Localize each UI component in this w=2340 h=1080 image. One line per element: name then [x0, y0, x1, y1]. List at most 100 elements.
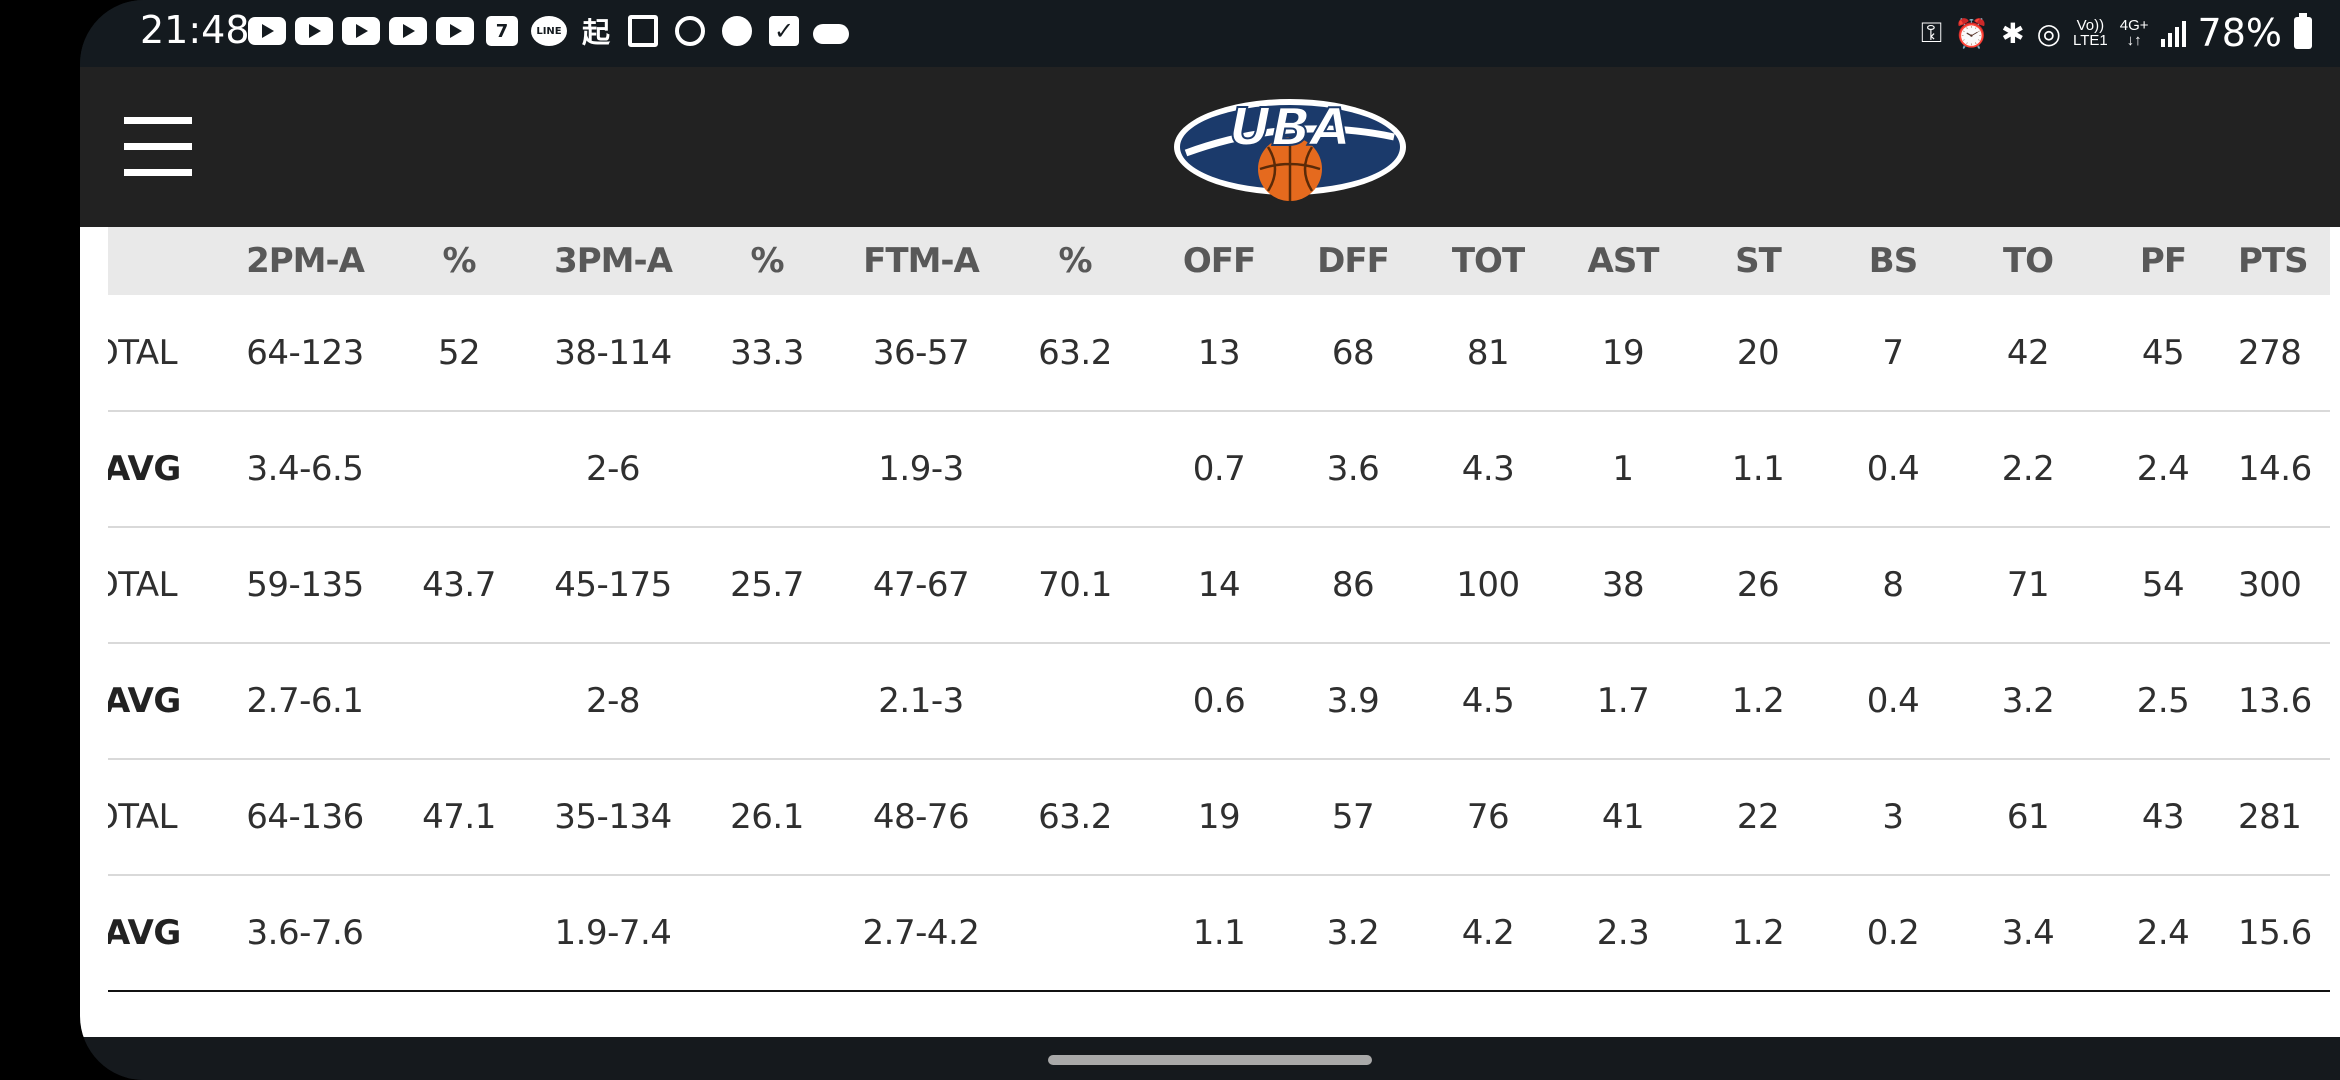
table-cell: 59-135	[246, 565, 364, 605]
table-cell	[382, 643, 536, 759]
table-cell: 63.2	[1038, 332, 1112, 373]
table-cell	[690, 875, 844, 991]
hamburger-menu-icon[interactable]	[124, 117, 192, 177]
table-cell: 2.7-4.2	[862, 913, 980, 953]
col-header-st[interactable]: ST	[1735, 241, 1782, 281]
hotspot-icon: ◎	[2036, 16, 2061, 50]
col-header-dff[interactable]: DFF	[1317, 241, 1390, 281]
table-cell: 1.2	[1731, 913, 1785, 953]
table-cell: 68	[1331, 332, 1375, 373]
youtube-icon	[389, 14, 427, 48]
table-cell: 0.4	[1866, 681, 1920, 721]
line-icon: LINE	[530, 14, 568, 48]
table-cell: 20	[1736, 332, 1780, 373]
table-cell: 2-8	[585, 681, 641, 721]
col-header-off[interactable]: OFF	[1182, 241, 1256, 281]
table-cell: 43	[2141, 797, 2185, 837]
col-header-2pm-pct[interactable]: %	[442, 241, 476, 281]
table-cell: 1.9-3	[878, 449, 964, 489]
table-cell: 54	[2141, 565, 2185, 605]
table-cell: 0.6	[1192, 681, 1246, 721]
col-header-tot[interactable]: TOT	[1451, 241, 1525, 281]
table-cell: 38-114	[554, 332, 672, 373]
table-cell: 15.6	[2238, 913, 2312, 953]
table-cell: 81	[1466, 332, 1510, 373]
table-cell: 86	[1331, 565, 1375, 605]
table-cell: 2.4	[2136, 449, 2190, 489]
home-gesture-handle[interactable]	[1048, 1055, 1372, 1065]
table-cell: 35-134	[554, 797, 672, 837]
table-cell: 4.3	[1461, 449, 1515, 489]
table-cell: 1.7	[1596, 681, 1650, 721]
key-icon: ⚿	[1920, 16, 1943, 49]
table-cell: 3.9	[1326, 681, 1380, 721]
col-header-label	[108, 227, 228, 295]
kanji-app-icon: 起	[581, 16, 610, 49]
table-cell	[998, 643, 1152, 759]
table-cell: 57	[1331, 797, 1375, 837]
table-cell: 2.7-6.1	[246, 681, 364, 721]
stats-table: 2PM-A % 3PM-A % FTM-A % OFF DFF TOT AST …	[108, 227, 2330, 992]
table-cell: 3.4-6.5	[246, 449, 364, 489]
table-cell: 43.7	[422, 565, 496, 605]
table-cell: 45	[2141, 332, 2185, 373]
table-cell: 1.9-7.4	[554, 913, 672, 953]
table-cell: 1.1	[1731, 449, 1785, 489]
table-cell: 36-57	[872, 332, 970, 373]
table-cell: 63.2	[1038, 797, 1112, 837]
status-bar: 21:48 7 LINE 起 ✓ ⚿ ⏰ ✱ ◎ Vo)) LTE1 4G+	[80, 0, 2340, 67]
system-icons: ⚿ ⏰ ✱ ◎ Vo)) LTE1 4G+ ↓↑ 78%	[1921, 10, 2340, 56]
cloud-icon	[812, 14, 850, 48]
battery-icon	[2294, 13, 2312, 49]
logo-text: UBA	[1229, 98, 1351, 158]
table-cell: 0.4	[1866, 449, 1920, 489]
table-cell	[998, 411, 1152, 527]
uba-logo[interactable]: UBA	[1172, 87, 1408, 203]
table-cell: 13	[1197, 332, 1241, 373]
col-header-pts[interactable]: PTS	[2238, 241, 2309, 281]
col-header-pf[interactable]: PF	[2139, 241, 2187, 281]
col-header-ftm[interactable]: FTM-A	[863, 241, 980, 281]
stats-header-row: 2PM-A % 3PM-A % FTM-A % OFF DFF TOT AST …	[108, 227, 2330, 295]
col-header-2pm[interactable]: 2PM-A	[246, 241, 365, 281]
table-cell: 100	[1456, 565, 1520, 605]
row-label: AVG	[108, 643, 228, 759]
table-row: AVG 3.4-6.5 2-6 1.9-3 0.7 3.6 4.3 1 1.1 0.4 2.2 2.4…	[108, 411, 2330, 527]
table-cell	[690, 411, 844, 527]
table-row: OTAL 64-123 52 38-114 33.3 36-57 63.2 13 68 81 19 2…	[108, 295, 2330, 411]
col-header-3pm-pct[interactable]: %	[750, 241, 784, 281]
table-cell: 13.6	[2238, 681, 2312, 721]
table-cell: 278	[2238, 332, 2302, 373]
table-cell: 33.3	[730, 332, 804, 373]
row-label-text: OTAL	[108, 797, 178, 837]
table-cell	[998, 875, 1152, 991]
table-cell: 47-67	[872, 565, 970, 605]
col-header-to[interactable]: TO	[2002, 241, 2054, 281]
table-cell: 26	[1736, 565, 1780, 605]
table-cell	[382, 875, 536, 991]
site-header: UBA	[80, 67, 2340, 227]
table-cell: 64-123	[246, 332, 364, 373]
row-label: OTAL	[108, 759, 228, 875]
table-cell: 0.2	[1866, 913, 1920, 953]
status-time: 21:48	[140, 8, 250, 52]
gesture-bar	[80, 1040, 2340, 1080]
table-cell: 2.1-3	[878, 681, 964, 721]
table-row: OTAL 59-135 43.7 45-175 25.7 47-67 70.1 14 86 100…	[108, 527, 2330, 643]
sync-icon	[671, 14, 709, 48]
table-cell: 4.2	[1461, 913, 1515, 953]
calendar-icon: 7	[483, 14, 521, 48]
signal-icon	[2160, 19, 2186, 47]
table-cell: 14.6	[2238, 449, 2312, 489]
table-cell	[690, 643, 844, 759]
row-label: AVG	[108, 411, 228, 527]
col-header-ast[interactable]: AST	[1587, 241, 1660, 281]
table-cell: 2-6	[585, 449, 641, 489]
network-type-indicator: 4G+ ↓↑	[2119, 17, 2149, 49]
col-header-bs[interactable]: BS	[1868, 241, 1918, 281]
col-header-3pm[interactable]: 3PM-A	[554, 241, 673, 281]
youtube-icon	[295, 14, 333, 48]
table-cell: 45-175	[554, 565, 672, 605]
col-header-ftm-pct[interactable]: %	[1058, 241, 1092, 281]
volte-indicator: Vo)) LTE1	[2073, 17, 2108, 49]
